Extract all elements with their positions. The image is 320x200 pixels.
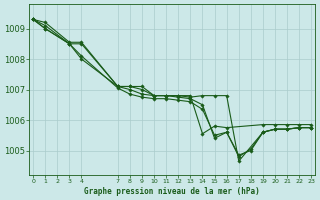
X-axis label: Graphe pression niveau de la mer (hPa): Graphe pression niveau de la mer (hPa) <box>84 187 260 196</box>
